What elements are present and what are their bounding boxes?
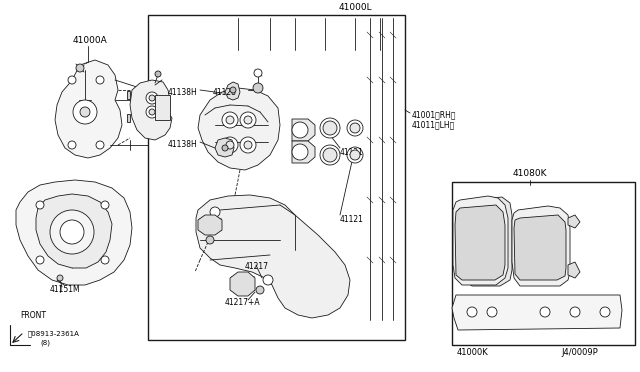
Text: 41138H: 41138H [168, 140, 198, 149]
Circle shape [292, 144, 308, 160]
Polygon shape [196, 195, 350, 318]
Polygon shape [292, 119, 315, 141]
Circle shape [149, 109, 155, 115]
Polygon shape [198, 88, 280, 170]
Polygon shape [198, 215, 222, 235]
Polygon shape [55, 60, 122, 158]
Circle shape [96, 141, 104, 149]
Text: 41121: 41121 [340, 215, 364, 224]
Circle shape [240, 137, 256, 153]
Polygon shape [215, 138, 234, 157]
Circle shape [323, 148, 337, 162]
Text: 41080K: 41080K [513, 169, 547, 178]
Circle shape [36, 256, 44, 264]
Circle shape [253, 83, 263, 93]
Circle shape [101, 256, 109, 264]
Circle shape [350, 150, 360, 160]
Circle shape [222, 112, 238, 128]
Circle shape [206, 236, 214, 244]
Polygon shape [452, 295, 622, 330]
Circle shape [101, 201, 109, 209]
Text: 41000K: 41000K [457, 348, 489, 357]
Circle shape [73, 100, 97, 124]
Text: 41128: 41128 [213, 88, 237, 97]
Circle shape [80, 107, 90, 117]
Circle shape [323, 121, 337, 135]
Polygon shape [512, 206, 570, 286]
Circle shape [292, 122, 308, 138]
Circle shape [149, 95, 155, 101]
Circle shape [68, 141, 76, 149]
Polygon shape [155, 95, 170, 120]
Circle shape [487, 307, 497, 317]
Circle shape [96, 76, 104, 84]
Text: 41217+A: 41217+A [225, 298, 260, 307]
Polygon shape [568, 215, 580, 228]
Polygon shape [127, 91, 130, 99]
Circle shape [155, 71, 161, 77]
Text: 41000L: 41000L [338, 3, 372, 12]
Text: 41010D: 41010D [52, 232, 82, 241]
Text: 41001〈RH〉: 41001〈RH〉 [412, 110, 456, 119]
Circle shape [226, 116, 234, 124]
Circle shape [60, 220, 84, 244]
Circle shape [540, 307, 550, 317]
Circle shape [57, 275, 63, 281]
Circle shape [244, 141, 252, 149]
Text: J4/0009P: J4/0009P [562, 348, 598, 357]
Text: 41000A: 41000A [73, 36, 108, 45]
Polygon shape [514, 215, 566, 280]
Circle shape [320, 145, 340, 165]
Text: 41138H: 41138H [168, 88, 198, 97]
Circle shape [76, 64, 84, 72]
Polygon shape [36, 194, 112, 268]
Polygon shape [292, 141, 315, 163]
Circle shape [240, 112, 256, 128]
Polygon shape [462, 197, 512, 286]
Text: 41151M: 41151M [50, 285, 81, 294]
Circle shape [320, 118, 340, 138]
Polygon shape [225, 82, 240, 100]
Circle shape [210, 207, 220, 217]
Polygon shape [127, 114, 130, 122]
Text: 41217: 41217 [245, 262, 269, 271]
Circle shape [222, 145, 228, 151]
Circle shape [146, 92, 158, 104]
Circle shape [600, 307, 610, 317]
Polygon shape [455, 205, 505, 280]
Polygon shape [453, 196, 508, 285]
Circle shape [222, 137, 238, 153]
Polygon shape [230, 272, 255, 296]
Circle shape [50, 210, 94, 254]
Text: FRONT: FRONT [20, 311, 46, 320]
Text: (8): (8) [40, 340, 50, 346]
Circle shape [226, 141, 234, 149]
Circle shape [347, 120, 363, 136]
Circle shape [256, 286, 264, 294]
Circle shape [467, 307, 477, 317]
Circle shape [350, 123, 360, 133]
Polygon shape [568, 262, 580, 278]
Text: 41011〈LH〉: 41011〈LH〉 [412, 120, 455, 129]
Circle shape [230, 87, 236, 93]
Circle shape [68, 76, 76, 84]
Circle shape [146, 106, 158, 118]
Text: 41121: 41121 [340, 148, 364, 157]
Circle shape [36, 201, 44, 209]
Circle shape [254, 69, 262, 77]
Circle shape [244, 116, 252, 124]
Circle shape [263, 275, 273, 285]
Text: Ⓥ08913-2361A: Ⓥ08913-2361A [28, 330, 80, 337]
Circle shape [570, 307, 580, 317]
Polygon shape [16, 180, 132, 285]
Polygon shape [130, 80, 172, 140]
Circle shape [347, 147, 363, 163]
